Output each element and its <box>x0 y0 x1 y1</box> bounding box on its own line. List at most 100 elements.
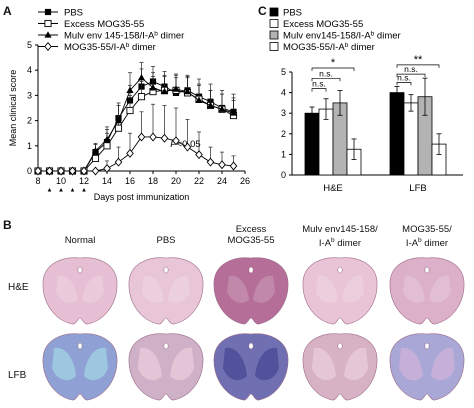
legend-label: Mulv env 145-158/I-Ab dimer <box>64 30 184 42</box>
gray-matter-region <box>82 275 104 303</box>
series-line <box>38 77 234 172</box>
data-point <box>57 166 65 176</box>
data-point <box>229 161 238 171</box>
data-point <box>103 163 111 173</box>
panel-letter-a: A <box>3 4 12 18</box>
injection-arrow-marker <box>70 188 75 192</box>
legend-swatch <box>269 19 279 28</box>
white-matter-region <box>431 347 455 381</box>
lfb-section-image <box>300 328 380 404</box>
hne-section-image <box>211 252 291 328</box>
legend-label: MOG35-55/I-Ab dimer <box>64 42 156 54</box>
y-tick-label: 5 <box>281 67 286 77</box>
central-canal <box>248 342 254 350</box>
injection-arrow-marker <box>82 188 86 192</box>
legend-label: PBS <box>283 8 302 19</box>
data-point <box>103 142 111 150</box>
spinal-cord-section <box>213 257 289 325</box>
white-matter-region <box>138 347 162 381</box>
x-tick-label: 14 <box>102 176 112 186</box>
significance-bracket <box>311 77 341 82</box>
injection-arrow-marker <box>59 188 63 192</box>
significance-bracket <box>396 73 426 78</box>
legend-label: Excess MOG35-55 <box>283 19 363 30</box>
lfb-section-image <box>387 328 467 404</box>
x-tick-label: 22 <box>194 176 204 186</box>
gray-matter-region <box>316 275 338 303</box>
legend-label: Mulv env145-158/I-Ab dimer <box>283 30 401 42</box>
white-matter-region <box>344 347 368 381</box>
data-point <box>126 106 134 115</box>
hne-section-image <box>40 252 120 328</box>
x-tick-label: 10 <box>56 176 66 186</box>
series-2 <box>34 62 238 174</box>
y-tick-label: 4 <box>281 88 286 98</box>
data-point <box>183 87 192 95</box>
data-point <box>218 105 226 112</box>
significance-label: ** <box>414 54 423 66</box>
legend-swatch <box>269 30 279 40</box>
lfb-section-image <box>40 328 120 404</box>
data-point <box>137 93 146 101</box>
y-tick-label: 3 <box>27 90 32 100</box>
white-matter-region <box>170 347 194 381</box>
data-point <box>149 132 157 142</box>
x-tick-label: 26 <box>240 176 250 186</box>
data-point <box>114 157 123 167</box>
y-tick-label: 4 <box>27 65 32 75</box>
y-axis-label: Mean clinical score <box>8 70 18 147</box>
x-tick-label: 8 <box>35 176 40 186</box>
data-point <box>114 124 123 132</box>
data-point <box>218 160 226 170</box>
significance-label: n.s. <box>404 64 418 74</box>
data-point <box>149 84 157 91</box>
x-tick-label: 18 <box>148 176 158 186</box>
legend-label: PBS <box>64 8 83 19</box>
data-point <box>91 154 100 162</box>
bar <box>389 92 405 176</box>
row-header: H&E <box>8 282 29 293</box>
column-header: Excess MOG35-55 <box>227 224 275 246</box>
x-tick-label: 12 <box>79 176 89 186</box>
data-point <box>160 87 169 95</box>
y-tick-label: 2 <box>27 116 32 126</box>
significance-label: n.s. <box>397 72 411 82</box>
legend-label: MOG35-55/I-Ab dimer <box>283 42 375 54</box>
bar <box>403 102 419 176</box>
legend-swatch <box>269 42 279 51</box>
legend-marker <box>44 19 52 28</box>
data-point <box>126 148 134 158</box>
significance-bracket <box>396 82 412 86</box>
central-canal <box>77 342 83 350</box>
data-point <box>68 166 77 176</box>
white-matter-region <box>223 347 247 381</box>
x-tick-label: 24 <box>217 176 227 186</box>
hne-section-image <box>126 252 206 328</box>
data-point <box>126 86 134 93</box>
significance-label: * <box>331 57 336 69</box>
gray-matter-region <box>429 275 451 303</box>
central-canal <box>163 342 169 350</box>
series-3 <box>34 103 238 176</box>
white-matter-region <box>255 347 279 381</box>
legend-label: Excess MOG35-55 <box>64 19 144 30</box>
y-tick-label: 1 <box>281 149 286 159</box>
gray-matter-region <box>227 275 249 303</box>
central-canal <box>77 266 83 274</box>
x-tick-label: 20 <box>171 176 181 186</box>
column-header: MOG35-55/ I-Ab dimer <box>402 224 452 250</box>
series-line <box>38 136 234 172</box>
gray-matter-region <box>142 275 164 303</box>
data-point <box>172 136 180 146</box>
legend-marker <box>44 42 52 51</box>
spinal-cord-section <box>389 257 465 325</box>
y-tick-label: 0 <box>281 170 286 180</box>
central-canal <box>337 342 343 350</box>
data-point <box>137 73 146 81</box>
significance-label: n.s. <box>312 79 326 89</box>
panel-letter-b: B <box>3 218 12 232</box>
significance-label: n.s. <box>319 68 333 78</box>
data-point <box>195 96 203 104</box>
panel-letter-c: C <box>258 4 267 18</box>
